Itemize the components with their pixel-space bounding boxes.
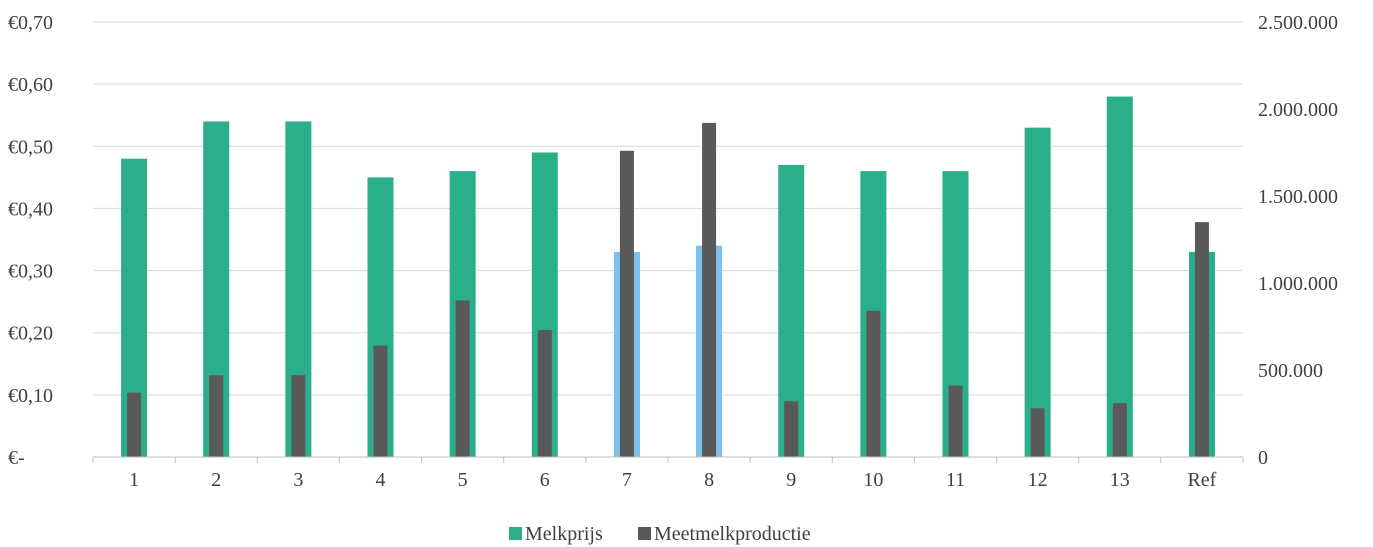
- axes: €- €0,10 €0,20 €0,30 €0,40 €0,50 €0,60 €0,70 0 50…: [8, 12, 1338, 491]
- x-tick-label: 2: [211, 469, 221, 491]
- legend: Melkprijs Meetmelkproductie: [509, 523, 811, 545]
- x-tick-label: 4: [376, 469, 386, 491]
- x-tick-label: 5: [458, 469, 468, 491]
- meetmelkproductie-bar: [291, 375, 306, 457]
- bars: [121, 96, 1215, 458]
- x-tick-label: Ref: [1187, 469, 1216, 491]
- y-right-tick-label: 0: [1258, 447, 1268, 469]
- legend-swatch-meetmelkproductie: [638, 527, 651, 540]
- meetmelkproductie-bar: [948, 385, 963, 457]
- meetmelkproductie-bar: [702, 122, 717, 458]
- y-right-tick-label: 1.500.000: [1258, 186, 1338, 208]
- y-left-tick-label: €0,10: [8, 385, 53, 407]
- x-tick-label: 9: [786, 469, 796, 491]
- x-tick-label: 3: [293, 469, 303, 491]
- meetmelkproductie-bar: [1030, 408, 1045, 457]
- meetmelkproductie-bar: [1112, 403, 1127, 457]
- meetmelkproductie-bar: [537, 329, 552, 457]
- y-right-tick-label: 2.000.000: [1258, 99, 1338, 121]
- x-tick-label: 8: [704, 469, 714, 491]
- meetmelkproductie-bar: [866, 310, 881, 457]
- legend-label-melkprijs: Melkprijs: [525, 523, 603, 545]
- x-tick-label: 7: [622, 469, 632, 491]
- y-right-tick-label: 2.500.000: [1258, 12, 1338, 34]
- meetmelkproductie-bar: [784, 401, 799, 457]
- y-left-tick-label: €0,60: [8, 74, 53, 96]
- legend-label-meetmelkproductie: Meetmelkproductie: [654, 523, 811, 545]
- y-left-tick-label: €0,70: [8, 12, 53, 34]
- meetmelkproductie-bar: [127, 392, 142, 457]
- gridlines: [93, 21, 1243, 396]
- y-left-tick-label: €0,30: [8, 261, 53, 283]
- y-left-tick-label: €0,50: [8, 136, 53, 158]
- x-tick-label: 10: [863, 469, 883, 491]
- x-tick-label: 1: [129, 469, 139, 491]
- y-left-tick-label: €-: [8, 447, 25, 469]
- x-tick-label: 12: [1028, 469, 1048, 491]
- melkprijs-bar: [1024, 127, 1051, 458]
- meetmelkproductie-bar: [1194, 222, 1209, 457]
- y-left-tick-label: €0,20: [8, 323, 53, 345]
- melkprijs-bar: [1106, 96, 1133, 458]
- y-right-tick-label: 1.000.000: [1258, 273, 1338, 295]
- x-tick-label: 11: [946, 469, 965, 491]
- x-tick-label: 6: [540, 469, 550, 491]
- x-tick-label: 13: [1110, 469, 1130, 491]
- meetmelkproductie-bar: [455, 300, 470, 457]
- meetmelkproductie-bar: [619, 150, 634, 457]
- y-right-tick-label: 500.000: [1258, 360, 1323, 382]
- meetmelkproductie-bar: [209, 375, 224, 457]
- meetmelkproductie-bar: [373, 345, 388, 457]
- y-left-tick-label: €0,40: [8, 198, 53, 220]
- legend-swatch-melkprijs: [509, 527, 522, 540]
